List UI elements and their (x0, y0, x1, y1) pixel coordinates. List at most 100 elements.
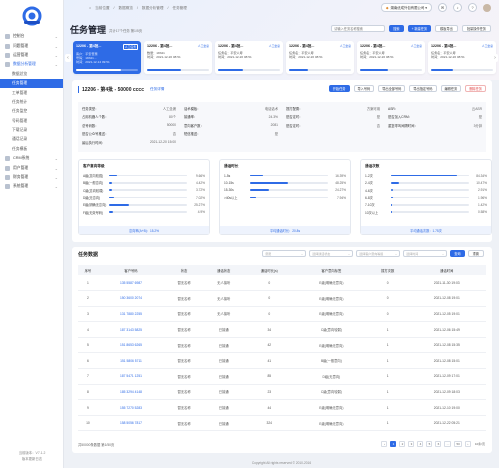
table-row[interactable]: 9 155 7270 5283 暂无名称 已接通 44 E级(明确无意向) 1 2021-12… (78, 399, 486, 416)
chevron-down-icon: ⌄ (300, 252, 304, 256)
table-row[interactable]: 4 187 3143 5825 暂无名称 已接通 34 C级(意向较弱) 1 2021-12-… (78, 321, 486, 338)
message-icon[interactable]: ✉ (438, 3, 447, 12)
phone-link[interactable]: 155 7270 5283 (120, 405, 143, 410)
carousel-next-icon[interactable]: › (492, 54, 498, 62)
sidebar-item[interactable]: 下载记录 (0, 126, 63, 135)
sidebar-item[interactable]: CRM系统 ⌄ (0, 154, 63, 163)
sidebar-item[interactable]: 任务统计 (0, 98, 63, 107)
table-search-button[interactable]: 查询 (450, 250, 465, 257)
org-select[interactable]: ◆ 湖南优成外包有限公司 ▾ (380, 3, 432, 12)
sidebar-item[interactable]: 系统管理 ⌄ (0, 182, 63, 191)
task-card[interactable]: 12206 - 第4批... 人工坐席 数量：18321 时间：2021-12-20 … (144, 41, 212, 74)
sidebar-item[interactable]: 工单管理 (0, 88, 63, 97)
task-action-button[interactable]: 导出全部号码 (378, 85, 406, 92)
breadcrumb-item[interactable]: 数据概览 (118, 6, 133, 10)
table-row[interactable]: 6 151 5806 5711 暂无名称 已接通 41 B级(一般意向) 1 2021-12-… (78, 352, 486, 370)
page-button[interactable]: › (464, 441, 471, 447)
template-export-button[interactable]: 模板导出 (435, 25, 458, 32)
avatar[interactable] (483, 3, 491, 12)
sidebar-item[interactable]: 控制台 ⌄ (0, 32, 63, 41)
task-card[interactable]: 12206 - 第4批... 人工坐席 任务名：平安人寿 时间：2021-12-20 … (215, 41, 283, 74)
breadcrumb-item[interactable]: 数据分析管理 (141, 6, 164, 10)
sidebar-item[interactable]: 运营管理 ⌄ (0, 51, 63, 60)
task-card[interactable]: 12206 - 第4批... 人工坐席 任务名：平安人寿 时间：2021-12-20 … (286, 41, 354, 74)
sidebar-item[interactable]: 号码管理 (0, 117, 63, 126)
phone-link[interactable]: 151 8653 6265 (120, 343, 143, 348)
table-row[interactable]: 8 185 3294 4148 暂无名称 已接通 23 C级(意向较弱) 1 2021-12-… (78, 384, 486, 401)
filter-placeholder: 选择时间 (406, 252, 419, 256)
sidebar-item[interactable]: 用户管理 ⌄ (0, 163, 63, 172)
sidebar-item[interactable]: 数据分析管理 ⌄ (0, 60, 63, 69)
task-action-button[interactable]: 导出指定号码 (409, 85, 437, 92)
page-button[interactable]: … (444, 441, 452, 447)
sidebar-item[interactable]: 财务管理 ⌄ (0, 173, 63, 182)
info-value: 24.3% (268, 114, 278, 119)
phone-link[interactable]: 135 5587 6987 (120, 280, 143, 285)
app-logo[interactable] (0, 0, 64, 32)
task-action-button[interactable]: 开始任务 (328, 85, 350, 92)
phone-link[interactable]: 187 5471 1251 (120, 374, 143, 379)
table-cell: 0 (243, 275, 295, 292)
table-row[interactable]: 3 131 7880 2255 暂无名称 无人接听 0 E级(明确无意向) 0 2021-12… (78, 306, 486, 323)
table-row[interactable]: 1 135 5587 6987 暂无名称 无人接听 0 E级(明确无意向) 0 2021-11… (78, 275, 486, 292)
new-task-button[interactable]: + 新建任务 (407, 25, 432, 32)
task-detail-link[interactable]: 任务详情 (150, 87, 165, 91)
table-cell: E级(明确无意向) (294, 415, 368, 432)
filter-select[interactable]: 选择时间 ⌄ (403, 250, 448, 257)
batch-operation-button[interactable]: 批量操作任务 (461, 25, 491, 32)
task-card[interactable]: 12206 - 第4批... 人工坐席 任务名：平安人寿 时间：2021-12-20 … (357, 41, 425, 74)
table-cell: 暂无名称 (164, 415, 204, 432)
search-button[interactable]: 搜索 (389, 25, 404, 32)
task-action-button[interactable]: 导入号码 (353, 85, 375, 92)
help-icon[interactable]: ? (468, 3, 477, 12)
stat-bar (250, 174, 328, 177)
info-value: 否 (376, 123, 380, 128)
page-button[interactable]: 5 (426, 441, 433, 447)
page-button[interactable]: 1 (390, 441, 397, 447)
carousel-prev-icon[interactable]: ‹ (65, 54, 71, 62)
phone-link[interactable]: 150 3600 2074 (120, 296, 143, 301)
phone-link[interactable]: 158 5056 7817 (120, 421, 143, 426)
chevron-down-icon: ⌄ (394, 252, 398, 256)
stat-row: F级(无效号码) 4.9% (83, 208, 205, 215)
sidebar-item[interactable]: 通话记录 (0, 135, 63, 144)
sidebar-item[interactable]: 数据总览 (0, 70, 63, 79)
page-size-select[interactable]: 10条/页 (474, 442, 485, 446)
sidebar-item[interactable]: 任务监控 (0, 107, 63, 116)
task-search-input[interactable] (331, 25, 386, 32)
table-row[interactable]: 5 151 8653 6265 暂无名称 已接通 42 E级(明确无意向) 1 2021-12… (78, 337, 486, 354)
phone-link[interactable]: 131 7880 2255 (120, 311, 143, 316)
table-row[interactable]: 7 187 5471 1251 暂无名称 已接通 85 D级(无意向) 1 2021-12-0… (78, 368, 486, 385)
page-button[interactable]: ‹ (381, 441, 388, 447)
breadcrumb-item: / (113, 6, 115, 10)
task-card[interactable]: 12206 - 第4批... 人工任务 客户：平安普惠 号码：18321... 时间：2… (73, 41, 141, 74)
update-log-link[interactable]: 版本更新日志 (21, 457, 43, 461)
bell-icon[interactable]: ♪ (453, 3, 462, 12)
filter-select[interactable]: 选择通话状态 ⌄ (309, 250, 354, 257)
table-cell: E级(明确无意向) (294, 306, 368, 323)
page-button[interactable]: 3 (408, 441, 415, 447)
sidebar-item[interactable]: 任务模板 (0, 145, 63, 154)
table-reset-button[interactable]: 重置 (467, 250, 484, 257)
table-row[interactable]: 2 150 3600 2074 暂无名称 无人接听 0 E级(明确无意向) 0 2021-12… (78, 290, 486, 307)
page-button[interactable]: 6 (435, 441, 442, 447)
filter-select[interactable]: 意愿 ⌄ (262, 250, 307, 257)
phone-link[interactable]: 185 3294 4148 (120, 389, 143, 394)
task-card[interactable]: 12206 - 第4批... 人工坐席 任务名：平安人寿 时间：2021-12-20 … (428, 41, 496, 74)
table-cell: 41 (243, 352, 295, 370)
page-button[interactable]: 2 (399, 441, 406, 447)
page-button[interactable]: 4 (417, 441, 424, 447)
phone-link[interactable]: 187 3143 5825 (120, 327, 143, 332)
phone-link[interactable]: 151 5806 5711 (120, 358, 142, 363)
table-row[interactable]: 10 158 5056 7817 暂无名称 已接通 324 E级(明确无意向) 1 2021-… (78, 415, 486, 432)
task-action-button[interactable]: 编辑任务 (440, 85, 462, 92)
sidebar-item[interactable]: 问题管理 ⌄ (0, 41, 63, 50)
table-cell: 6 (78, 352, 98, 370)
sidebar-item[interactable]: 任务管理 (0, 78, 63, 89)
filter-select[interactable]: 选择客户意向等级 ⌄ (356, 250, 401, 257)
sidebar-item-label: 通话记录 (12, 137, 28, 142)
task-action-button[interactable]: 删除任务 (465, 85, 486, 92)
info-value: 80个 (169, 115, 176, 120)
page-button[interactable]: 50 (454, 441, 462, 447)
breadcrumb-item[interactable]: 当前位置 (95, 6, 110, 10)
